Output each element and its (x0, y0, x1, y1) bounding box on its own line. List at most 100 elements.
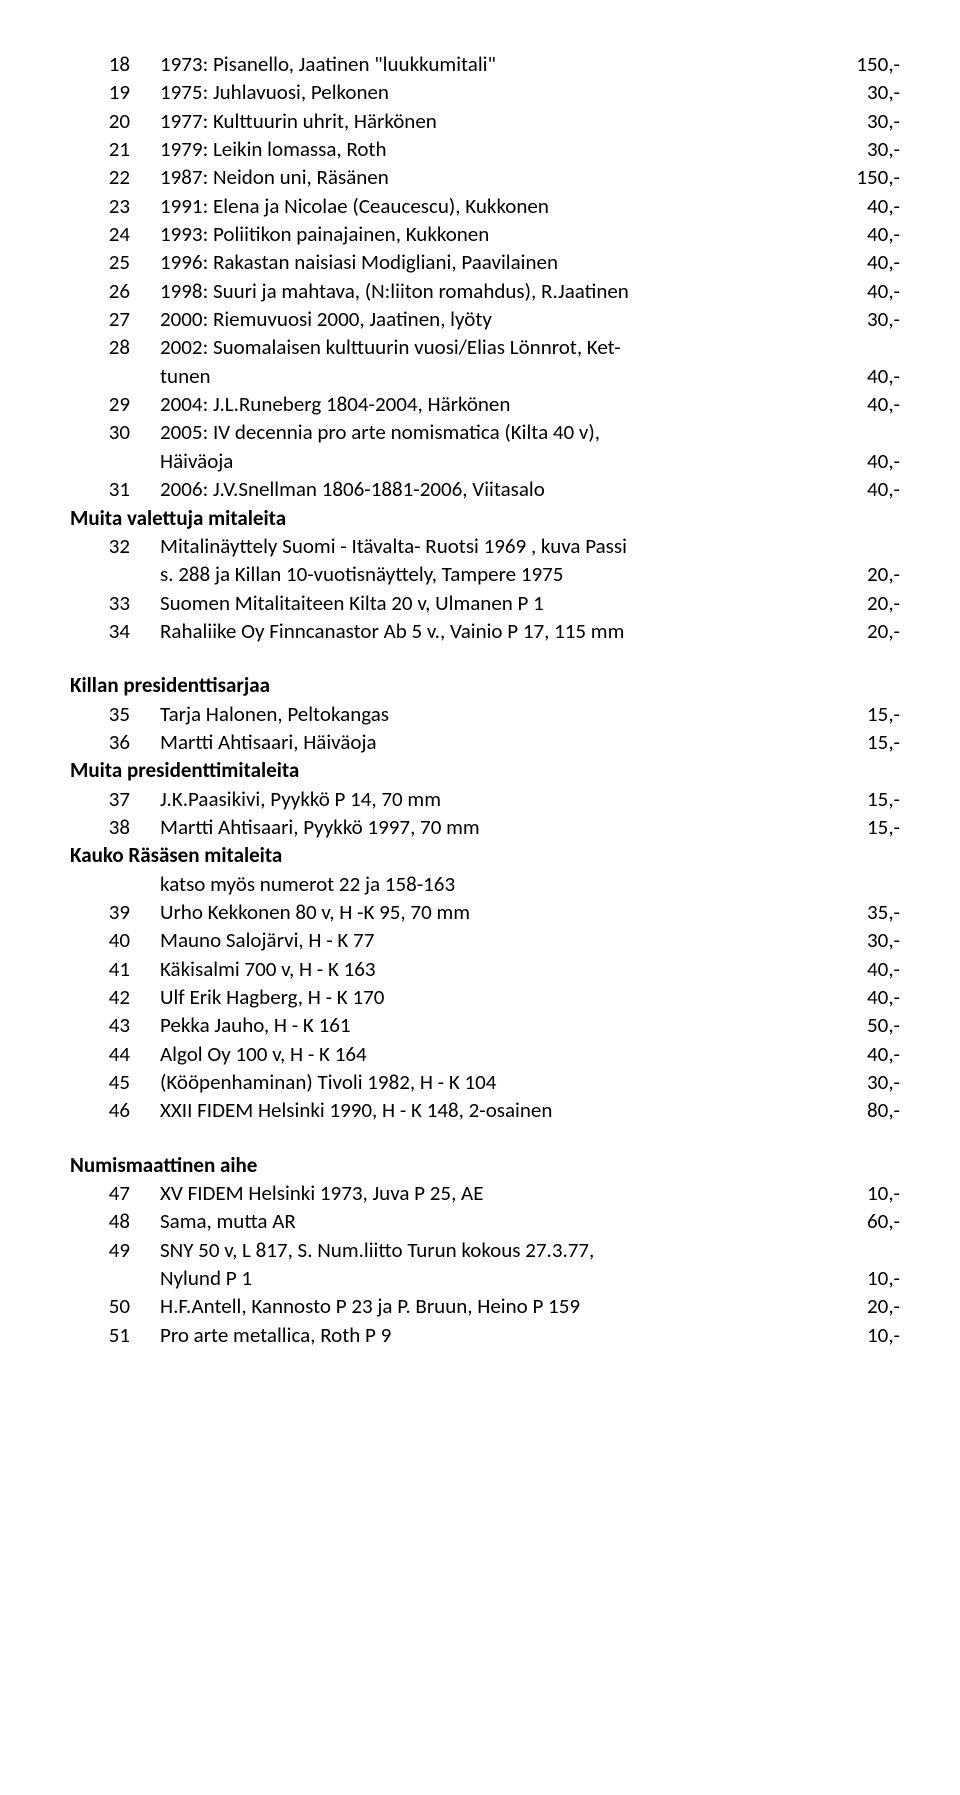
row-number: 46 (70, 1096, 160, 1124)
row-number: 23 (70, 192, 160, 220)
row-price: 40,- (830, 277, 900, 305)
row-price: 15,- (830, 785, 900, 813)
row-number: 48 (70, 1207, 160, 1235)
row-number: 32 (70, 532, 160, 560)
row-price: 40,- (830, 475, 900, 503)
row-price: 40,- (830, 220, 900, 248)
catalog-list-3: 35Tarja Halonen, Peltokangas15,-36Martti… (70, 700, 900, 757)
row-number: 21 (70, 135, 160, 163)
row-price: 60,- (830, 1207, 900, 1235)
row-description: 2005: IV decennia pro arte nomismatica (… (160, 418, 830, 446)
row-number: 41 (70, 955, 160, 983)
row-price: 40,- (830, 248, 900, 276)
note-row: katso myös numerot 22 ja 158-163 (70, 870, 900, 898)
catalog-row: 181973: Pisanello, Jaatinen "luukkumital… (70, 50, 900, 78)
row-description: Martti Ahtisaari, Häiväoja (160, 728, 830, 756)
row-description: J.K.Paasikivi, Pyykkö P 14, 70 mm (160, 785, 830, 813)
catalog-row: 221987: Neidon uni, Räsänen150,- (70, 163, 900, 191)
row-description: 2000: Riemuvuosi 2000, Jaatinen, lyöty (160, 305, 830, 333)
row-number: 18 (70, 50, 160, 78)
section-heading-rasanen-medals: Kauko Räsäsen mitaleita (70, 841, 900, 869)
row-description: 1979: Leikin lomassa, Roth (160, 135, 830, 163)
row-price: 30,- (830, 78, 900, 106)
row-number: 42 (70, 983, 160, 1011)
catalog-row: 50H.F.Antell, Kannosto P 23 ja P. Bruun,… (70, 1292, 900, 1320)
catalog-row: 302005: IV decennia pro arte nomismatica… (70, 418, 900, 446)
catalog-list-5: 39Urho Kekkonen 80 v, H -K 95, 70 mm35,-… (70, 898, 900, 1125)
catalog-list-4: 37J.K.Paasikivi, Pyykkö P 14, 70 mm15,-3… (70, 785, 900, 842)
catalog-row: 42Ulf Erik Hagberg, H - K 17040,- (70, 983, 900, 1011)
catalog-row: 211979: Leikin lomassa, Roth30,- (70, 135, 900, 163)
row-description: 2004: J.L.Runeberg 1804-2004, Härkönen (160, 390, 830, 418)
row-description: 1998: Suuri ja mahtava, (N:liiton romahd… (160, 277, 830, 305)
row-description: 1973: Pisanello, Jaatinen "luukkumitali" (160, 50, 830, 78)
row-number: 36 (70, 728, 160, 756)
row-number: 34 (70, 617, 160, 645)
row-number: 39 (70, 898, 160, 926)
row-number: 35 (70, 700, 160, 728)
catalog-row: 39Urho Kekkonen 80 v, H -K 95, 70 mm35,- (70, 898, 900, 926)
catalog-row: s. 288 ja Killan 10-vuotisnäyttely, Tamp… (70, 560, 900, 588)
row-price: 40,- (830, 955, 900, 983)
row-number: 49 (70, 1236, 160, 1264)
row-description: 1991: Elena ja Nicolae (Ceaucescu), Kukk… (160, 192, 830, 220)
row-number: 27 (70, 305, 160, 333)
catalog-row: 36Martti Ahtisaari, Häiväoja15,- (70, 728, 900, 756)
row-number: 25 (70, 248, 160, 276)
row-price: 10,- (830, 1321, 900, 1349)
section-heading-numismatic: Numismaattinen aihe (70, 1151, 900, 1179)
row-number: 31 (70, 475, 160, 503)
catalog-row: 35Tarja Halonen, Peltokangas15,- (70, 700, 900, 728)
catalog-row: 32Mitalinäyttely Suomi - Itävalta- Ruots… (70, 532, 900, 560)
catalog-row: 45(Kööpenhaminan) Tivoli 1982, H - K 104… (70, 1068, 900, 1096)
section-heading-presidents-guild: Killan presidenttisarjaa (70, 671, 900, 699)
row-description: 1987: Neidon uni, Räsänen (160, 163, 830, 191)
catalog-row: 201977: Kulttuurin uhrit, Härkönen30,- (70, 107, 900, 135)
row-description: Käkisalmi 700 v, H - K 163 (160, 955, 830, 983)
row-price: 15,- (830, 813, 900, 841)
catalog-row: 191975: Juhlavuosi, Pelkonen30,- (70, 78, 900, 106)
row-number: 24 (70, 220, 160, 248)
row-description: Tarja Halonen, Peltokangas (160, 700, 830, 728)
catalog-row: 292004: J.L.Runeberg 1804-2004, Härkönen… (70, 390, 900, 418)
row-price: 150,- (830, 50, 900, 78)
catalog-row: 38Martti Ahtisaari, Pyykkö 1997, 70 mm15… (70, 813, 900, 841)
row-price: 20,- (830, 617, 900, 645)
row-description: Pekka Jauho, H - K 161 (160, 1011, 830, 1039)
row-price: 40,- (830, 362, 900, 390)
row-number: 44 (70, 1040, 160, 1068)
catalog-row: 51Pro arte metallica, Roth P 910,- (70, 1321, 900, 1349)
row-description: XV FIDEM Helsinki 1973, Juva P 25, AE (160, 1179, 830, 1207)
row-description: s. 288 ja Killan 10-vuotisnäyttely, Tamp… (160, 560, 830, 588)
row-description: Mitalinäyttely Suomi - Itävalta- Ruotsi … (160, 532, 830, 560)
row-description: 1977: Kulttuurin uhrit, Härkönen (160, 107, 830, 135)
row-description: Martti Ahtisaari, Pyykkö 1997, 70 mm (160, 813, 830, 841)
catalog-row: 37J.K.Paasikivi, Pyykkö P 14, 70 mm15,- (70, 785, 900, 813)
row-description: 1996: Rakastan naisiasi Modigliani, Paav… (160, 248, 830, 276)
row-description: Pro arte metallica, Roth P 9 (160, 1321, 830, 1349)
row-description: Urho Kekkonen 80 v, H -K 95, 70 mm (160, 898, 830, 926)
row-price: 20,- (830, 589, 900, 617)
catalog-row: 34Rahaliike Oy Finncanastor Ab 5 v., Vai… (70, 617, 900, 645)
row-price: 40,- (830, 390, 900, 418)
catalog-row: 251996: Rakastan naisiasi Modigliani, Pa… (70, 248, 900, 276)
catalog-row: Nylund P 110,- (70, 1264, 900, 1292)
catalog-list-6: 47XV FIDEM Helsinki 1973, Juva P 25, AE 1… (70, 1179, 900, 1349)
note-text: katso myös numerot 22 ja 158-163 (160, 870, 830, 898)
row-number: 28 (70, 333, 160, 361)
row-description: Algol Oy 100 v, H - K 164 (160, 1040, 830, 1068)
catalog-row: 41Käkisalmi 700 v, H - K 16340,- (70, 955, 900, 983)
row-price: 20,- (830, 560, 900, 588)
row-number: 47 (70, 1179, 160, 1207)
row-price: 40,- (830, 192, 900, 220)
catalog-row: 33Suomen Mitalitaiteen Kilta 20 v, Ulman… (70, 589, 900, 617)
catalog-row: 44Algol Oy 100 v, H - K 16440,- (70, 1040, 900, 1068)
row-price: 40,- (830, 1040, 900, 1068)
row-price: 50,- (830, 1011, 900, 1039)
catalog-row: 272000: Riemuvuosi 2000, Jaatinen, lyöty… (70, 305, 900, 333)
row-price: 15,- (830, 700, 900, 728)
catalog-row: Häiväoja40,- (70, 447, 900, 475)
row-description: SNY 50 v, L 817, S. Num.liitto Turun kok… (160, 1236, 830, 1264)
row-price: 80,- (830, 1096, 900, 1124)
row-price: 30,- (830, 107, 900, 135)
